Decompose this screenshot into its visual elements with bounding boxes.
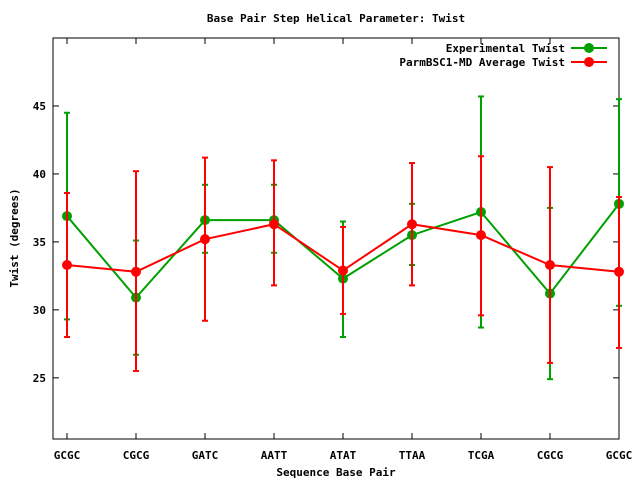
plot-frame bbox=[52, 37, 620, 440]
legend-label: ParmBSC1-MD Average Twist bbox=[399, 56, 565, 69]
y-tick-label: 25 bbox=[33, 372, 46, 385]
x-axis-label: Sequence Base Pair bbox=[276, 466, 396, 479]
x-tick-label: ATAT bbox=[330, 449, 357, 462]
data-point bbox=[407, 219, 417, 230]
x-tick-label: GATC bbox=[192, 449, 219, 462]
data-point bbox=[269, 219, 279, 230]
y-tick-label: 30 bbox=[33, 304, 46, 317]
x-tick-label: TCGA bbox=[468, 449, 495, 462]
data-point bbox=[614, 266, 624, 277]
axis-ticks bbox=[53, 38, 620, 439]
x-tick-label: GCGC bbox=[54, 449, 81, 462]
series-2 bbox=[62, 155, 624, 373]
data-point bbox=[338, 265, 348, 276]
x-tick-labels: GCGC CGCG GATC AATT ATAT TTAA TCGA CGCG GCGC bbox=[54, 449, 633, 462]
data-point bbox=[62, 260, 72, 271]
legend-marker bbox=[584, 57, 594, 67]
x-tick-label: CGCG bbox=[537, 449, 564, 462]
y-axis-label: Twist (degrees) bbox=[8, 188, 21, 287]
y-tick-label: 40 bbox=[33, 168, 46, 181]
data-point bbox=[131, 266, 141, 277]
y-tick-label: 35 bbox=[33, 236, 46, 249]
x-tick-label: GCGC bbox=[606, 449, 633, 462]
y-tick-label: 45 bbox=[33, 100, 46, 113]
data-point bbox=[476, 230, 486, 241]
x-tick-label: AATT bbox=[261, 449, 288, 462]
x-tick-label: TTAA bbox=[399, 449, 426, 462]
data-point bbox=[545, 260, 555, 271]
y-tick-labels: 25 30 35 40 45 bbox=[33, 100, 46, 385]
x-tick-label: CGCG bbox=[123, 449, 150, 462]
chart-title: Base Pair Step Helical Parameter: Twist bbox=[207, 12, 465, 25]
series-layer bbox=[62, 95, 624, 381]
data-point bbox=[200, 234, 210, 245]
legend-label: Experimental Twist bbox=[446, 42, 565, 55]
legend-marker bbox=[584, 43, 594, 53]
